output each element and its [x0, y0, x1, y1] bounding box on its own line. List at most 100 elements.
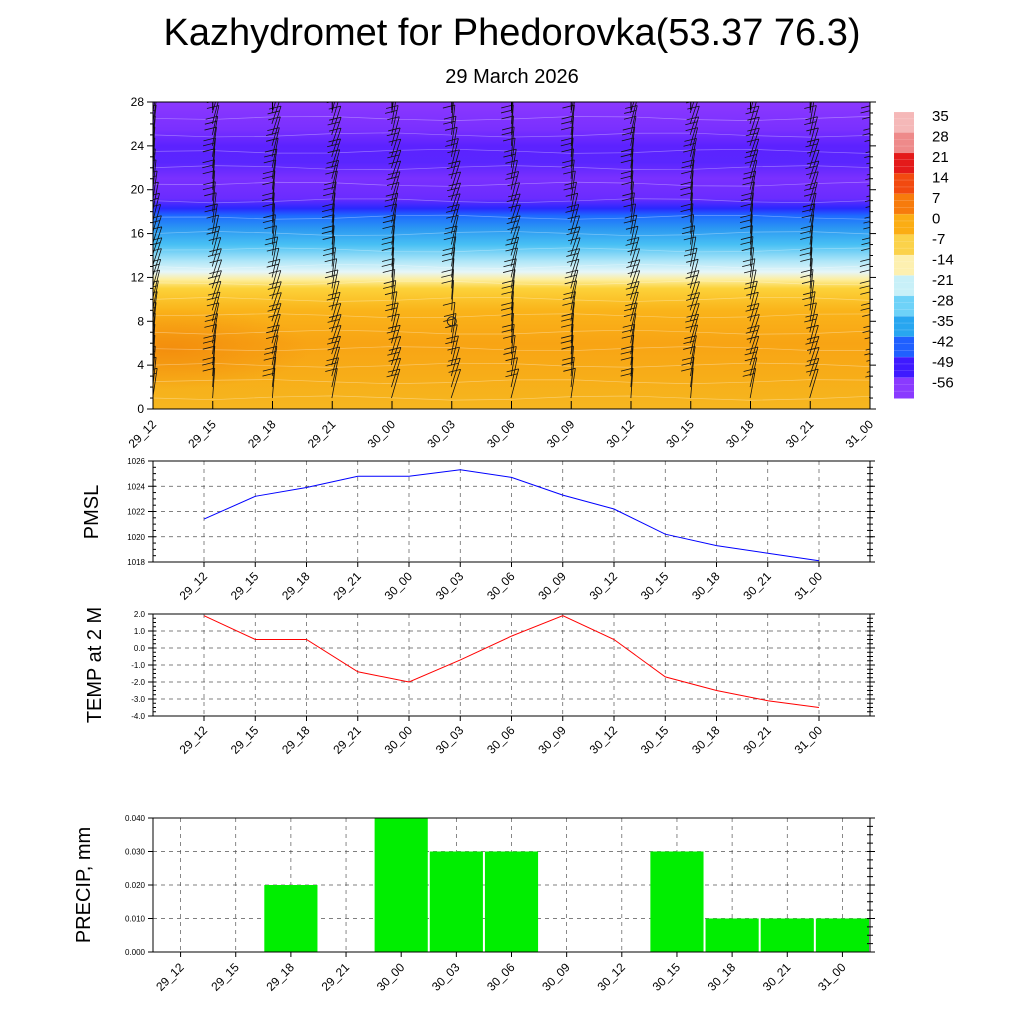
wind-barb — [623, 313, 637, 344]
wind-barb — [441, 94, 454, 124]
wind-barb-flag — [146, 88, 158, 91]
wind-barb — [153, 204, 161, 234]
wind-barb-flag — [744, 154, 757, 158]
wind-barb-flag — [745, 307, 758, 312]
wind-barb — [864, 139, 870, 168]
wind-barb-flag — [503, 263, 516, 268]
wind-barb-flag — [627, 281, 640, 285]
wind-barb — [745, 127, 760, 157]
wind-barb-staff — [749, 357, 758, 388]
wind-barb-staff — [451, 102, 454, 124]
wind-barb-staff — [570, 280, 578, 311]
wind-barb-staff — [451, 258, 455, 289]
wind-barb-flag — [620, 175, 633, 180]
wind-barb-flag — [860, 291, 870, 295]
wind-barb-staff — [809, 105, 817, 135]
wind-barb-flag — [322, 203, 335, 208]
wind-barb-flag — [321, 214, 335, 218]
wind-barb-flag — [268, 313, 281, 318]
wind-barb — [328, 303, 342, 333]
wind-barb-flag — [561, 323, 574, 328]
wind-barb — [153, 181, 159, 212]
wind-barb-flag — [742, 258, 755, 263]
wind-barb-staff — [869, 208, 870, 212]
pmsl-series-line — [203, 469, 820, 562]
wind-barb-staff — [809, 280, 815, 311]
wind-barb — [806, 368, 819, 399]
wind-barb-staff — [869, 164, 870, 168]
wind-barb-staff — [749, 138, 760, 168]
ytick-label: 1018 — [127, 558, 145, 567]
wind-barb-staff — [809, 171, 819, 201]
wind-barb — [446, 182, 461, 212]
wind-barb-flag — [680, 186, 693, 191]
wind-barb — [501, 290, 514, 322]
wind-barb-flag — [805, 340, 818, 345]
wind-barb-flag — [202, 148, 215, 153]
wind-barb — [746, 291, 759, 322]
wind-barb-flag — [686, 258, 699, 263]
wind-barb-flag — [153, 248, 162, 252]
wind-barb-flag — [268, 270, 281, 274]
wind-barb-staff — [630, 313, 637, 344]
xtick-label: 30_15 — [650, 960, 684, 994]
wind-barb — [860, 302, 870, 333]
wind-barb-flag — [446, 187, 460, 192]
wind-barb-flag — [681, 214, 694, 219]
colorbar-label: 0 — [932, 211, 940, 228]
wind-barb-flag — [506, 198, 519, 203]
colorbar-swatch — [894, 255, 914, 276]
wind-barb-flag — [269, 95, 281, 98]
wind-barb-flag — [381, 247, 394, 251]
wind-barb-staff — [809, 149, 820, 179]
wind-barb-staff — [749, 160, 758, 190]
wind-barb-staff — [630, 159, 634, 190]
wind-barb-flag — [321, 230, 334, 234]
wind-barb — [500, 301, 514, 333]
wind-barb-staff — [331, 106, 342, 136]
wind-barb-staff — [451, 236, 457, 267]
wind-barb — [627, 84, 639, 114]
wind-barb — [387, 347, 402, 377]
wind-barb-flag — [267, 258, 281, 263]
wind-barb-flag — [862, 116, 870, 120]
wind-barb-staff — [271, 181, 275, 212]
wind-barb — [630, 102, 637, 125]
wind-barb — [680, 181, 694, 212]
wind-barb — [264, 148, 278, 179]
wind-barb-staff — [331, 128, 342, 157]
xtick-label: 30_03 — [433, 723, 467, 757]
wind-barb-staff — [450, 347, 460, 377]
wind-barb — [680, 192, 693, 223]
wind-barb — [268, 313, 281, 344]
xtick-label: 30_21 — [740, 723, 774, 757]
wind-barb-flag — [445, 126, 458, 131]
wind-barb-staff — [570, 259, 580, 289]
profile-xtick-label: 30_00 — [365, 417, 399, 451]
wind-barb-flag — [627, 84, 639, 87]
wind-barb-staff — [153, 102, 156, 114]
wind-barb — [627, 270, 641, 300]
wind-barb — [506, 215, 521, 245]
wind-barb-flag — [442, 94, 454, 97]
wind-barb — [328, 127, 342, 157]
wind-barb — [562, 102, 575, 124]
wind-barb — [321, 225, 335, 256]
xtick-label: 30_06 — [484, 723, 518, 757]
wind-barb-staff — [809, 302, 817, 333]
wind-barb — [687, 105, 700, 136]
wind-barb-flag — [745, 329, 758, 334]
wind-barb — [685, 313, 699, 344]
wind-barb-flag — [860, 94, 872, 97]
wind-barb-flag — [387, 116, 400, 121]
profile-xtick-label: 30_12 — [604, 417, 638, 451]
wind-barb-flag — [505, 357, 518, 362]
profile-ytick-label: 20 — [131, 183, 145, 197]
wind-barb-staff — [869, 152, 870, 157]
wind-barb-flag — [622, 324, 635, 328]
wind-barb-flag — [687, 292, 700, 297]
profile-ytick-label: 12 — [131, 270, 145, 284]
ytick-label: 1026 — [127, 457, 145, 466]
wind-barb — [742, 181, 755, 212]
wind-barb — [271, 102, 276, 114]
